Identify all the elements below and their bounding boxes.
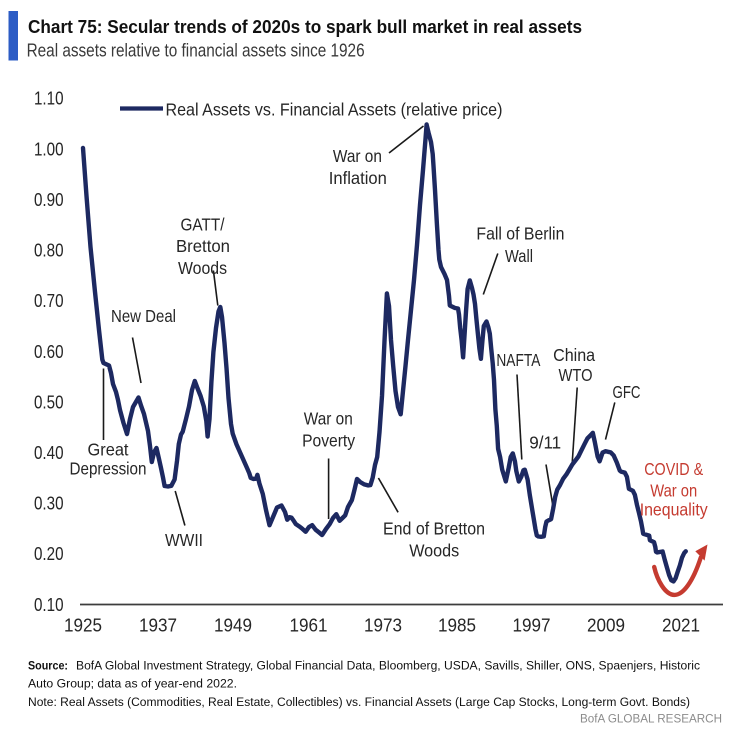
svg-text:0.60: 0.60 [34,341,64,362]
svg-text:0.10: 0.10 [34,594,64,615]
svg-text:WWII: WWII [165,530,203,550]
svg-text:Auto Group; data as of year-en: Auto Group; data as of year-end 2022. [28,677,237,691]
svg-text:1.00: 1.00 [34,138,64,159]
svg-text:0.30: 0.30 [34,493,64,514]
svg-text:1973: 1973 [364,615,402,636]
svg-text:Inequality: Inequality [640,500,708,520]
svg-text:0.50: 0.50 [34,391,64,412]
svg-text:China: China [553,345,595,365]
svg-text:WTO: WTO [559,365,593,385]
svg-text:New Deal: New Deal [111,306,176,326]
svg-text:Depression: Depression [70,459,147,479]
svg-text:GFC: GFC [613,382,641,402]
svg-text:COVID &: COVID & [644,459,703,479]
svg-text:9/11: 9/11 [529,433,561,453]
svg-text:Bretton: Bretton [176,236,230,256]
svg-text:1949: 1949 [214,615,252,636]
svg-text:0.80: 0.80 [34,240,64,261]
svg-text:0.20: 0.20 [34,543,64,564]
svg-text:Woods: Woods [409,541,459,561]
svg-text:2021: 2021 [662,615,700,636]
svg-text:Source:: Source: [28,659,68,673]
svg-text:GATT/: GATT/ [181,214,225,234]
svg-text:Woods: Woods [178,258,227,278]
svg-text:0.70: 0.70 [34,290,64,311]
svg-text:Real Assets vs. Financial Asse: Real Assets vs. Financial Assets (relati… [166,99,503,119]
svg-text:War on: War on [650,481,697,501]
svg-text:Poverty: Poverty [302,430,355,450]
svg-text:0.40: 0.40 [34,442,64,463]
svg-text:1961: 1961 [290,615,328,636]
svg-text:0.90: 0.90 [34,189,64,210]
svg-text:War on: War on [333,146,382,166]
svg-text:War on: War on [304,408,353,428]
svg-text:End of Bretton: End of Bretton [383,519,485,539]
svg-text:1.10: 1.10 [34,88,64,109]
svg-text:1937: 1937 [139,615,177,636]
svg-text:1925: 1925 [64,615,102,636]
svg-text:1985: 1985 [438,615,476,636]
svg-text:Fall of Berlin: Fall of Berlin [476,223,564,243]
svg-text:Wall: Wall [505,246,533,266]
svg-text:BofA Global Investment Strateg: BofA Global Investment Strategy, Global … [76,659,700,673]
svg-text:Inflation: Inflation [329,168,387,188]
svg-text:Note: Real Assets (Commodities: Note: Real Assets (Commodities, Real Est… [28,695,690,709]
svg-text:Real assets relative to financ: Real assets relative to financial assets… [27,39,365,60]
svg-text:1997: 1997 [513,615,551,636]
svg-text:Chart 75: Secular trends of 20: Chart 75: Secular trends of 2020s to spa… [28,16,582,37]
svg-text:NAFTA: NAFTA [496,350,540,370]
svg-text:2009: 2009 [587,615,625,636]
svg-text:BofA GLOBAL RESEARCH: BofA GLOBAL RESEARCH [580,712,722,726]
svg-text:Great: Great [88,440,129,460]
